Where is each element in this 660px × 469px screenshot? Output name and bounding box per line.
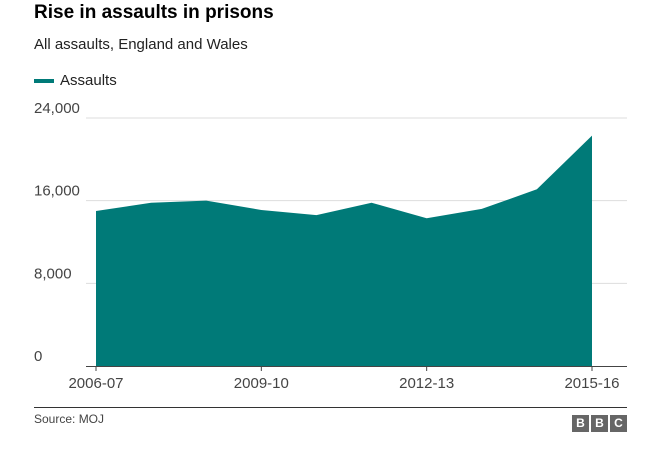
source-note: Source: MOJ: [34, 412, 105, 426]
y-tick-label: 16,000: [34, 183, 80, 200]
x-tick-labels: 2006-07 2009-10 2012-13 2015-16: [68, 375, 619, 392]
x-tick-label: 2012-13: [399, 375, 454, 392]
x-tick-label: 2015-16: [564, 375, 619, 392]
legend: Assaults: [34, 72, 117, 89]
bbc-logo-b2: B: [591, 415, 608, 432]
footer-divider: [34, 407, 627, 408]
y-tick-label: 0: [34, 348, 42, 365]
bbc-logo: B B C: [570, 415, 627, 432]
series-area-assaults: [96, 135, 592, 366]
area-layer: [96, 135, 592, 366]
x-tick-label: 2006-07: [68, 375, 123, 392]
legend-label: Assaults: [60, 72, 117, 89]
chart-subtitle: All assaults, England and Wales: [34, 36, 248, 53]
y-tick-labels: 0 8,000 16,000 24,000: [34, 100, 80, 365]
y-tick-label: 24,000: [34, 100, 80, 117]
chart-title: Rise in assaults in prisons: [34, 2, 274, 23]
x-tick-label: 2009-10: [234, 375, 289, 392]
y-tick-label: 8,000: [34, 265, 72, 282]
bbc-logo-b1: B: [572, 415, 589, 432]
axis-layer: [86, 366, 627, 371]
legend-swatch: [34, 78, 54, 83]
bbc-logo-c: C: [610, 415, 627, 432]
